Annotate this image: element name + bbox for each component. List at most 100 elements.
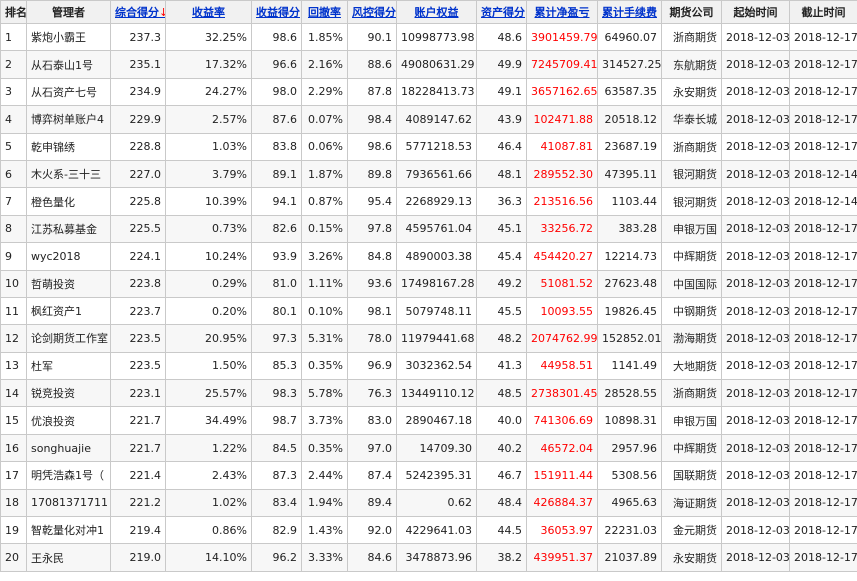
cell-manager[interactable]: 橙色量化 — [26, 187, 111, 216]
cell-manager[interactable]: wyc2018 — [26, 242, 111, 271]
cell-fees: 2957.96 — [597, 433, 662, 463]
cell-broker: 渤海期货 — [661, 324, 722, 353]
cell-drawdown: 2.29% — [301, 77, 348, 107]
cell-score: 225.5 — [110, 214, 166, 244]
cell-drawdown: 3.26% — [301, 242, 348, 271]
cell-end: 2018-12-17 — [789, 516, 857, 545]
cell-return-rate: 1.22% — [165, 433, 252, 463]
header-return-score[interactable]: 收益得分 — [251, 0, 302, 24]
cell-equity: 5079748.11 — [396, 296, 477, 326]
cell-end: 2018-12-17 — [789, 214, 857, 244]
cell-risk-score: 87.4 — [347, 461, 397, 490]
cell-fees: 20518.12 — [597, 105, 662, 134]
cell-return-rate: 1.02% — [165, 488, 252, 518]
cell-manager[interactable]: 博弈树单账户4 — [26, 105, 111, 134]
cell-manager[interactable]: 紫炮小霸王 — [26, 22, 111, 52]
cell-manager[interactable]: 智乾量化对冲1 — [26, 516, 111, 545]
header-score[interactable]: 综合得分↓ — [110, 0, 166, 24]
cell-rank: 16 — [0, 433, 27, 463]
cell-start: 2018-12-03 — [721, 296, 790, 326]
cell-risk-score: 96.9 — [347, 351, 397, 381]
cell-manager[interactable]: 从石资产七号 — [26, 77, 111, 107]
cell-equity: 3032362.54 — [396, 351, 477, 381]
cell-rank: 4 — [0, 105, 27, 134]
cell-return-score: 96.2 — [251, 543, 302, 572]
cell-broker: 永安期货 — [661, 543, 722, 572]
cell-drawdown: 2.16% — [301, 50, 348, 79]
header-fees[interactable]: 累计手续费 — [597, 0, 662, 24]
cell-asset-score: 48.4 — [476, 488, 527, 518]
cell-risk-score: 89.4 — [347, 488, 397, 518]
cell-asset-score: 46.7 — [476, 461, 527, 490]
cell-rank: 13 — [0, 351, 27, 381]
cell-manager[interactable]: 论剑期货工作室 — [26, 324, 111, 353]
cell-equity: 14709.30 — [396, 433, 477, 463]
cell-drawdown: 3.73% — [301, 406, 348, 435]
cell-broker: 金元期货 — [661, 516, 722, 545]
cell-manager[interactable]: 枫红资产1 — [26, 296, 111, 326]
cell-asset-score: 49.2 — [476, 269, 527, 298]
cell-start: 2018-12-03 — [721, 187, 790, 216]
cell-risk-score: 88.6 — [347, 50, 397, 79]
cell-equity: 5771218.53 — [396, 132, 477, 161]
header-return-rate[interactable]: 收益率 — [165, 0, 252, 24]
header-risk-score[interactable]: 风控得分 — [347, 0, 397, 24]
cell-rank: 1 — [0, 22, 27, 52]
cell-manager[interactable]: 17081371711 — [26, 488, 111, 518]
cell-equity: 5242395.31 — [396, 461, 477, 490]
cell-fees: 21037.89 — [597, 543, 662, 572]
header-drawdown[interactable]: 回撤率 — [301, 0, 348, 24]
cell-score: 235.1 — [110, 50, 166, 79]
table-row: 12 论剑期货工作室 223.5 20.95% 97.3 5.31% 78.0 1197944… — [0, 324, 857, 353]
cell-manager[interactable]: 王永民 — [26, 543, 111, 572]
cell-return-rate: 10.24% — [165, 242, 252, 271]
cell-manager[interactable]: 杜军 — [26, 351, 111, 381]
cell-end: 2018-12-17 — [789, 242, 857, 271]
table-row: 6 木火系-三十三 227.0 3.79% 89.1 1.87% 89.8 7936561.6… — [0, 159, 857, 189]
cell-return-rate: 1.50% — [165, 351, 252, 381]
cell-manager[interactable]: 从石泰山1号 — [26, 50, 111, 79]
cell-asset-score: 48.5 — [476, 379, 527, 408]
cell-equity: 17498167.28 — [396, 269, 477, 298]
cell-fees: 152852.01 — [597, 324, 662, 353]
cell-return-score: 96.6 — [251, 50, 302, 79]
header-start: 起始时间 — [721, 0, 790, 24]
cell-manager[interactable]: 木火系-三十三 — [26, 159, 111, 189]
cell-net-profit: 289552.30 — [526, 159, 598, 189]
cell-manager[interactable]: 明凭浩森1号（ — [26, 461, 111, 490]
cell-return-score: 83.8 — [251, 132, 302, 161]
cell-drawdown: 1.87% — [301, 159, 348, 189]
cell-manager[interactable]: 江苏私募基金 — [26, 214, 111, 244]
cell-manager[interactable]: 优浪投资 — [26, 406, 111, 435]
cell-net-profit: 10093.55 — [526, 296, 598, 326]
cell-return-rate: 0.20% — [165, 296, 252, 326]
cell-manager[interactable]: songhuajie — [26, 433, 111, 463]
header-asset-score[interactable]: 资产得分 — [476, 0, 527, 24]
table-row: 19 智乾量化对冲1 219.4 0.86% 82.9 1.43% 92.0 4229641.… — [0, 516, 857, 545]
cell-rank: 8 — [0, 214, 27, 244]
cell-return-rate: 20.95% — [165, 324, 252, 353]
cell-fees: 64960.07 — [597, 22, 662, 52]
cell-fees: 63587.35 — [597, 77, 662, 107]
cell-asset-score: 43.9 — [476, 105, 527, 134]
cell-net-profit: 7245709.41 — [526, 50, 598, 79]
cell-drawdown: 5.78% — [301, 379, 348, 408]
cell-broker: 浙商期货 — [661, 22, 722, 52]
cell-manager[interactable]: 锐竞投资 — [26, 379, 111, 408]
table-row: 18 17081371711 221.2 1.02% 83.4 1.94% 89.4 0.62… — [0, 488, 857, 518]
header-net-profit[interactable]: 累计净盈亏 — [526, 0, 598, 24]
cell-manager[interactable]: 哲萌投资 — [26, 269, 111, 298]
cell-return-score: 84.5 — [251, 433, 302, 463]
cell-score: 221.4 — [110, 461, 166, 490]
cell-return-score: 97.3 — [251, 324, 302, 353]
cell-rank: 15 — [0, 406, 27, 435]
cell-end: 2018-12-17 — [789, 50, 857, 79]
cell-start: 2018-12-03 — [721, 324, 790, 353]
table-row: 1 紫炮小霸王 237.3 32.25% 98.6 1.85% 90.1 10998773.9… — [0, 22, 857, 52]
cell-drawdown: 1.85% — [301, 22, 348, 52]
cell-risk-score: 93.6 — [347, 269, 397, 298]
cell-return-rate: 3.79% — [165, 159, 252, 189]
header-equity[interactable]: 账户权益 — [396, 0, 477, 24]
cell-rank: 12 — [0, 324, 27, 353]
cell-manager[interactable]: 乾申锦绣 — [26, 132, 111, 161]
